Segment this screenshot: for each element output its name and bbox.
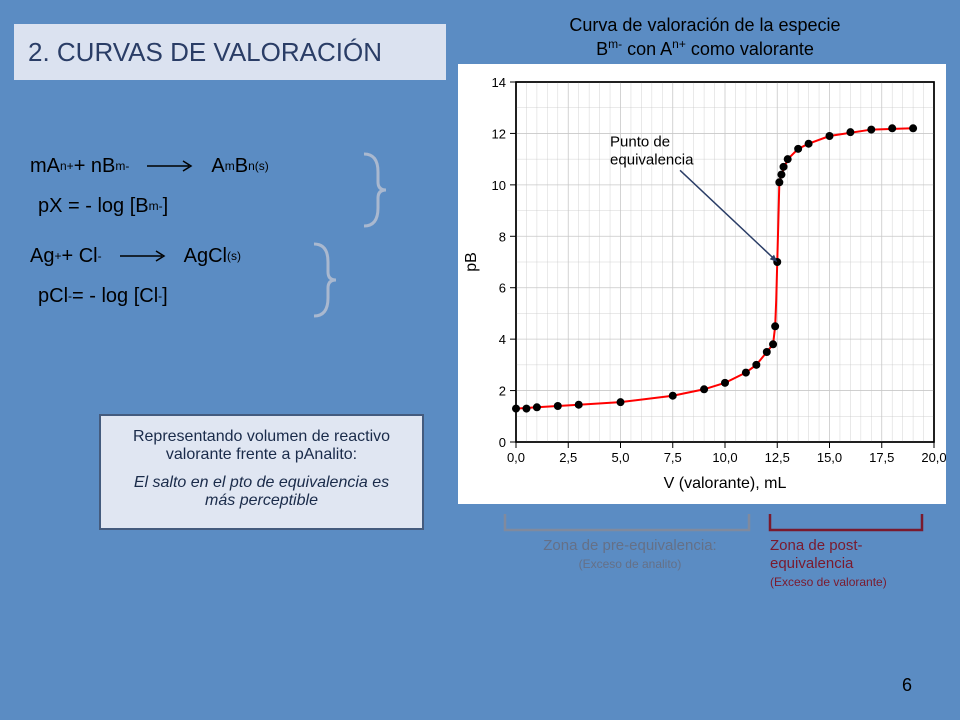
rep-line2: El salto en el pto de equivalencia es má… bbox=[117, 474, 406, 510]
px1-sup: m- bbox=[149, 199, 163, 213]
svg-text:20,0: 20,0 bbox=[921, 450, 946, 465]
px2-c: ] bbox=[162, 285, 168, 308]
rep-line1: Representando volumen de reactivo valora… bbox=[117, 428, 406, 464]
svg-text:12,5: 12,5 bbox=[765, 450, 790, 465]
svg-text:8: 8 bbox=[499, 229, 506, 244]
px1-b: ] bbox=[163, 195, 169, 218]
svg-text:V (valorante), mL: V (valorante), mL bbox=[664, 475, 787, 492]
chart-title-line2-b: con A bbox=[622, 39, 672, 59]
svg-text:12: 12 bbox=[492, 126, 506, 141]
eq2-sup1: + bbox=[54, 249, 61, 263]
titration-chart: 0,0 2,5 5,0 7,5 10,0 12,5 15,0 17,5 20,0 0 2 4 6 8 10 1… bbox=[458, 64, 946, 504]
svg-text:5,0: 5,0 bbox=[611, 450, 629, 465]
eq1-lhs-a: mA bbox=[30, 155, 60, 178]
svg-text:14: 14 bbox=[492, 75, 506, 90]
chart-title-line2-a: B bbox=[596, 39, 608, 59]
explanation-box: Representando volumen de reactivo valora… bbox=[99, 414, 424, 530]
eq1-rhs-a: A bbox=[211, 155, 224, 178]
chart-title-line1: Curva de valoración de la especie bbox=[569, 15, 840, 35]
bracket-icon bbox=[310, 240, 340, 320]
bracket-icon bbox=[360, 150, 390, 230]
svg-text:15,0: 15,0 bbox=[817, 450, 842, 465]
zone-pre-sub: (Exceso de analito) bbox=[579, 557, 682, 571]
eq1-sup2: m- bbox=[115, 159, 129, 173]
eq1-sub2: n(s) bbox=[248, 159, 269, 173]
svg-text:0: 0 bbox=[499, 435, 506, 450]
svg-text:10: 10 bbox=[492, 178, 506, 193]
px2-a: pCl bbox=[38, 285, 68, 308]
zone-pre-label: Zona de pre-equivalencia: (Exceso de ana… bbox=[505, 537, 755, 573]
page-number: 6 bbox=[902, 675, 912, 696]
zone-post-label: Zona de post-equivalencia (Exceso de val… bbox=[770, 537, 940, 591]
zone-pre-text: Zona de pre-equivalencia: bbox=[543, 537, 716, 554]
eq2-lhs-b: + Cl bbox=[61, 245, 97, 268]
px2-b: = - log [Cl bbox=[72, 285, 158, 308]
chart-title-sup1: m- bbox=[608, 37, 622, 51]
equation-2: Ag+ + Cl- AgCl(s) bbox=[30, 238, 430, 274]
eq2-rhs-a: AgCl bbox=[184, 245, 227, 268]
svg-text:equivalencia: equivalencia bbox=[610, 151, 694, 168]
px1-a: pX = - log [B bbox=[38, 195, 149, 218]
svg-text:7,5: 7,5 bbox=[664, 450, 682, 465]
arrow-icon bbox=[118, 249, 168, 263]
svg-text:6: 6 bbox=[499, 281, 506, 296]
eq1-rhs-b: B bbox=[235, 155, 248, 178]
section-title: 2. CURVAS DE VALORACIÓN bbox=[14, 24, 446, 80]
px-definition-2: pCl- = - log [Cl-] bbox=[38, 278, 430, 314]
svg-text:0,0: 0,0 bbox=[507, 450, 525, 465]
eq1-sup1: n+ bbox=[60, 159, 74, 173]
slide: 2. CURVAS DE VALORACIÓN Curva de valorac… bbox=[0, 0, 960, 720]
svg-text:4: 4 bbox=[499, 332, 506, 347]
eq2-sub: (s) bbox=[227, 249, 241, 263]
eq2-lhs-a: Ag bbox=[30, 245, 54, 268]
eq2-sup2: - bbox=[98, 249, 102, 263]
eq1-lhs-b: + nB bbox=[74, 155, 116, 178]
formulas-block: mAn+ + nBm- AmBn(s) pX = - log [Bm-] Ag+… bbox=[30, 148, 430, 328]
section-title-text: 2. CURVAS DE VALORACIÓN bbox=[28, 37, 382, 68]
svg-text:10,0: 10,0 bbox=[712, 450, 737, 465]
svg-text:2,5: 2,5 bbox=[559, 450, 577, 465]
zone-post-sub: (Exceso de valorante) bbox=[770, 575, 887, 589]
arrow-icon bbox=[145, 159, 195, 173]
chart-title-sup2: n+ bbox=[672, 37, 686, 51]
chart-supertitle: Curva de valoración de la especie Bm- co… bbox=[470, 14, 940, 60]
svg-text:17,5: 17,5 bbox=[869, 450, 894, 465]
zone-post-text: Zona de post-equivalencia bbox=[770, 537, 863, 572]
svg-text:Punto de: Punto de bbox=[610, 133, 670, 150]
chart-title-line2-c: como valorante bbox=[686, 39, 814, 59]
eq1-sub1: m bbox=[225, 159, 235, 173]
svg-text:2: 2 bbox=[499, 384, 506, 399]
svg-text:pB: pB bbox=[463, 252, 480, 272]
chart-svg: 0,0 2,5 5,0 7,5 10,0 12,5 15,0 17,5 20,0 0 2 4 6 8 10 1… bbox=[458, 64, 946, 504]
